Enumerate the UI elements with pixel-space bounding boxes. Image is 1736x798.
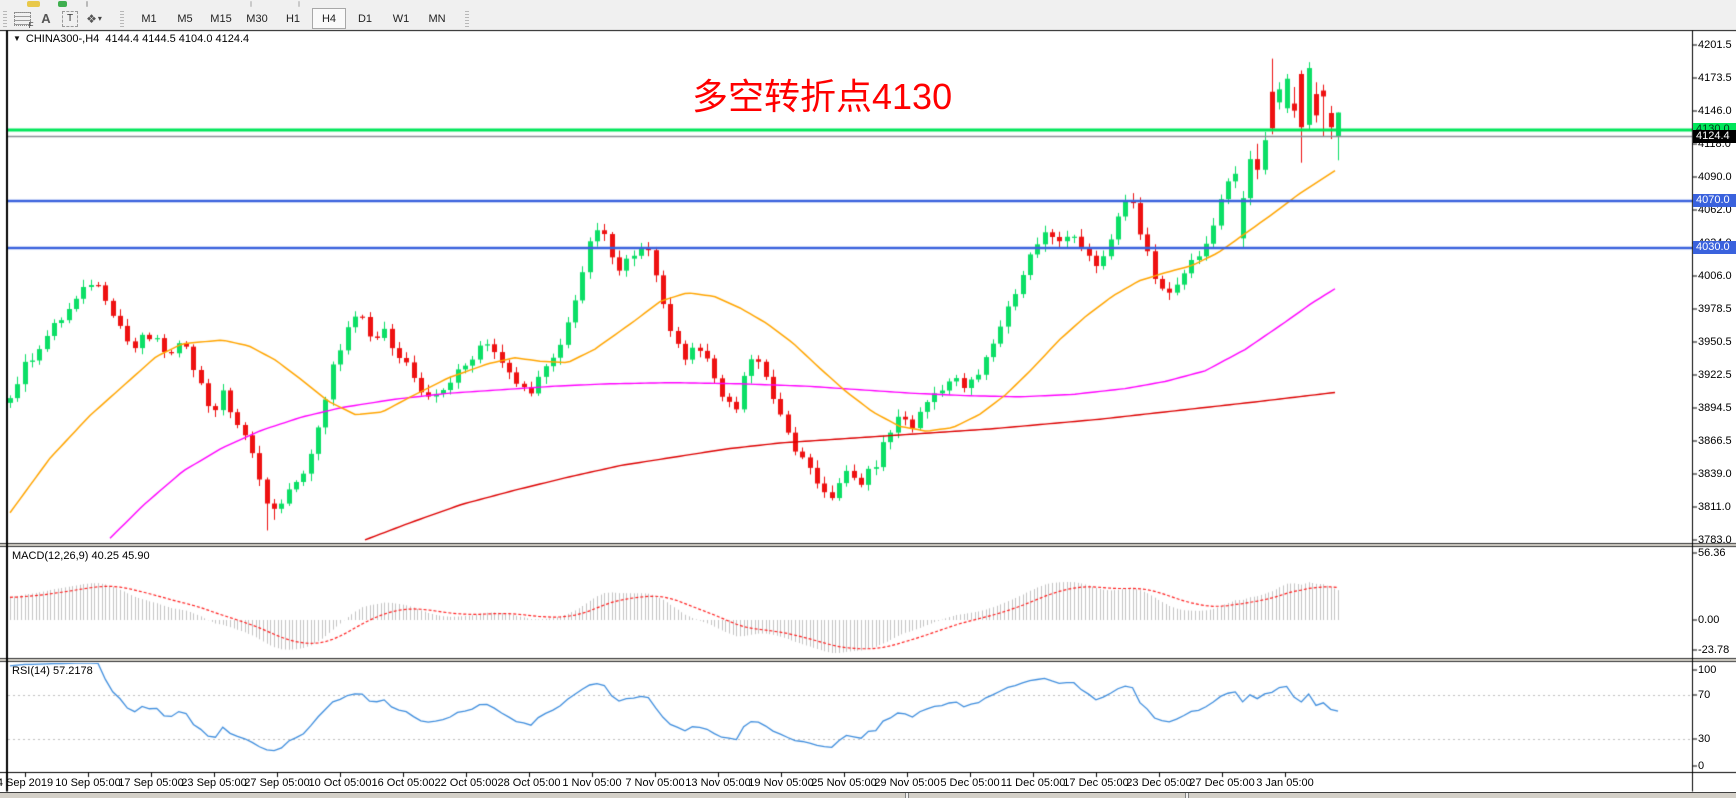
date-axis-label: 10 Sep 05:00 [55,777,121,789]
price-axis-tick: 4173.5 [1698,72,1732,85]
macd-axis-tick: 56.36 [1698,547,1726,559]
line-studies-and-timeframes-toolbar: F A T ❖ ▾ M1 M5 M15 M30 H1 H4 D1 W1 MN [0,8,1736,30]
date-axis-label: 19 Nov 05:00 [748,777,814,789]
price-line-label: 4030.0 [1693,241,1736,255]
fibonacci-tool-button[interactable]: F [10,9,34,30]
price-line-label: 4124.4 [1693,129,1736,143]
date-axis-label: 27 Dec 05:00 [1189,777,1255,789]
date-axis-label: 25 Nov 05:00 [811,777,877,789]
terminal-pane-edge [0,792,1736,798]
timeframe-button-H1[interactable]: H1 [285,12,301,25]
text-label-icon: T [62,10,78,27]
text-label-tool-button[interactable]: T [58,9,82,28]
timeframe-button-MN[interactable]: MN [428,12,446,25]
macd-axis-tick: 0.00 [1698,614,1720,626]
timeframes-group: M1 M5 M15 M30 H1 H4 D1 W1 MN [131,8,455,29]
toolbar-drag-handle[interactable] [120,10,124,27]
symbol-period-label: CHINA300-,H4 [25,33,100,45]
date-axis-label: 11 Dec 05:00 [1000,777,1066,789]
ohlc-values: 4144.4 4144.5 4104.0 4124.4 [105,33,250,45]
price-axis-tick: 4090.0 [1698,170,1732,183]
pane-seam [905,793,909,798]
date-axis-label: 23 Sep 05:00 [181,777,247,789]
date-axis-label: 17 Dec 05:00 [1063,777,1129,789]
date-axis-label: 23 Dec 05:00 [1126,777,1192,789]
price-axis-tick: 4006.0 [1698,270,1732,283]
chevron-down-icon: ▼ [13,34,21,43]
date-axis-label: 13 Nov 05:00 [685,777,751,789]
price-line-label: 4070.0 [1693,194,1736,208]
date-axis-label: 27 Sep 05:00 [244,777,310,789]
date-axis-label: 1 Nov 05:00 [562,777,622,789]
rsi-axis-tick: 100 [1698,664,1717,676]
toolbar-drag-handle[interactable] [3,10,7,27]
date-axis-label: 5 Dec 05:00 [940,777,1000,789]
arrows-icon: ❖ [86,11,97,26]
macd-indicator-label: MACD(12,26,9) 40.25 45.90 [12,550,150,562]
price-axis-tick: 4201.5 [1698,39,1732,52]
chevron-down-icon: ▾ [97,14,102,23]
price-axis-tick: 3783.0 [1698,533,1732,546]
rsi-axis-tick: 0 [1698,760,1705,772]
timeframe-button-M5[interactable]: M5 [177,12,193,25]
chart-title[interactable]: ▼ CHINA300-,H4 4144.4 4144.5 4104.0 4124.… [13,33,249,45]
timeframe-button-M1[interactable]: M1 [141,12,157,25]
date-axis-label: 29 Nov 05:00 [874,777,940,789]
pane-seam [1185,793,1189,798]
chart-text-annotation[interactable]: 多空转折点4130 [692,76,953,117]
date-axis-label: 7 Nov 05:00 [625,777,685,789]
rsi-axis-tick: 30 [1698,733,1711,745]
timeframe-button-D1[interactable]: D1 [357,12,373,25]
rsi-axis-tick: 70 [1698,689,1711,701]
date-axis-label: 28 Oct 05:00 [497,777,561,789]
timeframe-button-H4[interactable]: H4 [312,8,346,29]
price-axis-tick: 3811.0 [1698,500,1731,513]
date-axis-label: 16 Oct 05:00 [371,777,435,789]
price-axis-tick: 4146.0 [1698,104,1732,117]
text-icon-button[interactable]: A [41,11,51,26]
timeframe-button-M30[interactable]: M30 [246,12,268,25]
timeframe-button-M15[interactable]: M15 [210,12,232,25]
date-axis-label: 10 Oct 05:00 [308,777,372,789]
price-axis-tick: 3950.5 [1698,335,1732,348]
line-studies-group: F A T ❖ ▾ [10,9,106,30]
price-axis-tick: 3922.5 [1698,368,1732,381]
rsi-indicator-label: RSI(14) 57.2178 [12,665,93,677]
fibonacci-icon: F [13,11,34,30]
date-axis-label: 22 Oct 05:00 [434,777,498,789]
price-axis-tick: 3978.5 [1698,302,1732,315]
price-axis-tick: 3866.5 [1698,435,1732,448]
price-axis-tick: 3839.0 [1698,467,1732,480]
price-axis-tick: 3894.5 [1698,402,1732,415]
toolbar-drag-handle[interactable] [465,10,469,27]
date-axis-label: 3 Jan 05:00 [1256,777,1314,789]
date-axis-label: 4 Sep 2019 [0,777,54,789]
timeframe-button-W1[interactable]: W1 [392,12,410,25]
date-axis-label: 17 Sep 05:00 [118,777,184,789]
macd-axis-tick: -23.78 [1698,644,1730,656]
arrows-tool-button[interactable]: ❖ ▾ [82,9,106,28]
